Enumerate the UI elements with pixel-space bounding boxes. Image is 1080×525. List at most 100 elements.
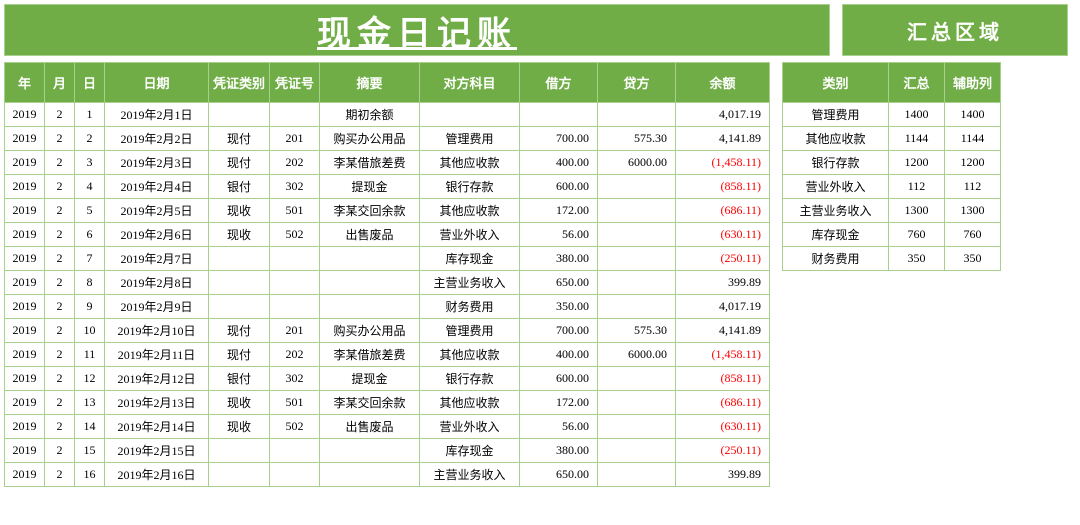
- cell-summary: 提现金: [320, 367, 420, 391]
- cell-vno: 502: [270, 223, 320, 247]
- cell-date: 2019年2月6日: [105, 223, 209, 247]
- cell-debit: 650.00: [520, 271, 598, 295]
- col-year: 年: [5, 63, 45, 103]
- cell-date: 2019年2月3日: [105, 151, 209, 175]
- cell-credit: [598, 199, 676, 223]
- cell-summary: [320, 247, 420, 271]
- cell-month: 2: [45, 103, 75, 127]
- cell-total: 1144: [889, 127, 945, 151]
- cell-summary: 提现金: [320, 175, 420, 199]
- cell-day: 16: [75, 463, 105, 487]
- cell-debit: 172.00: [520, 199, 598, 223]
- cell-year: 2019: [5, 439, 45, 463]
- cell-year: 2019: [5, 151, 45, 175]
- cell-debit: 650.00: [520, 463, 598, 487]
- cell-category: 主营业务收入: [783, 199, 889, 223]
- cell-vtype: 现付: [209, 151, 270, 175]
- cell-debit: 700.00: [520, 319, 598, 343]
- summary-row: 管理费用14001400: [783, 103, 1001, 127]
- cell-acct: 财务费用: [420, 295, 520, 319]
- col-vno: 凭证号: [270, 63, 320, 103]
- cell-debit: 56.00: [520, 415, 598, 439]
- cell-vtype: 银付: [209, 367, 270, 391]
- cell-year: 2019: [5, 175, 45, 199]
- cell-summary: 购买办公用品: [320, 319, 420, 343]
- table-row: 2019212019年2月1日期初余额4,017.19: [5, 103, 770, 127]
- cell-vtype: [209, 439, 270, 463]
- cell-vtype: [209, 463, 270, 487]
- cell-day: 6: [75, 223, 105, 247]
- cell-date: 2019年2月15日: [105, 439, 209, 463]
- cell-credit: [598, 391, 676, 415]
- table-row: 20192142019年2月14日现收502出售废品营业外收入56.00(630…: [5, 415, 770, 439]
- cell-month: 2: [45, 175, 75, 199]
- cell-vno: 201: [270, 127, 320, 151]
- cell-day: 13: [75, 391, 105, 415]
- cell-year: 2019: [5, 415, 45, 439]
- cell-category: 管理费用: [783, 103, 889, 127]
- cell-credit: [598, 103, 676, 127]
- cell-balance: 4,017.19: [676, 295, 770, 319]
- col-date: 日期: [105, 63, 209, 103]
- cell-vtype: 现收: [209, 415, 270, 439]
- cell-balance: (1,458.11): [676, 151, 770, 175]
- cell-summary: [320, 295, 420, 319]
- cell-credit: [598, 463, 676, 487]
- cell-debit: 380.00: [520, 439, 598, 463]
- cell-vno: 302: [270, 175, 320, 199]
- cell-year: 2019: [5, 223, 45, 247]
- col-debit: 借方: [520, 63, 598, 103]
- cell-year: 2019: [5, 247, 45, 271]
- summary-table: 类别 汇总 辅助列 管理费用14001400其他应收款11441144银行存款1…: [782, 62, 1001, 271]
- cell-date: 2019年2月1日: [105, 103, 209, 127]
- cell-credit: [598, 175, 676, 199]
- cell-vno: [270, 295, 320, 319]
- cell-summary: 期初余额: [320, 103, 420, 127]
- cell-balance: (686.11): [676, 391, 770, 415]
- cell-year: 2019: [5, 391, 45, 415]
- cell-aux: 112: [945, 175, 1001, 199]
- cell-balance: 4,017.19: [676, 103, 770, 127]
- cell-acct: 管理费用: [420, 319, 520, 343]
- cell-vno: 502: [270, 415, 320, 439]
- cell-debit: 172.00: [520, 391, 598, 415]
- cell-credit: [598, 415, 676, 439]
- cell-balance: (250.11): [676, 439, 770, 463]
- cell-aux: 1400: [945, 103, 1001, 127]
- cell-balance: (1,458.11): [676, 343, 770, 367]
- cell-year: 2019: [5, 199, 45, 223]
- cell-month: 2: [45, 463, 75, 487]
- cell-acct: 管理费用: [420, 127, 520, 151]
- cell-total: 350: [889, 247, 945, 271]
- cell-acct: 银行存款: [420, 175, 520, 199]
- cell-summary: 购买办公用品: [320, 127, 420, 151]
- cell-date: 2019年2月7日: [105, 247, 209, 271]
- table-row: 2019242019年2月4日银付302提现金银行存款600.00(858.11…: [5, 175, 770, 199]
- cell-balance: (630.11): [676, 223, 770, 247]
- cell-date: 2019年2月8日: [105, 271, 209, 295]
- cell-category: 其他应收款: [783, 127, 889, 151]
- cell-credit: [598, 367, 676, 391]
- cell-balance: 4,141.89: [676, 319, 770, 343]
- cell-acct: 其他应收款: [420, 199, 520, 223]
- cell-summary: [320, 271, 420, 295]
- cell-year: 2019: [5, 319, 45, 343]
- cell-total: 1300: [889, 199, 945, 223]
- cell-summary: [320, 463, 420, 487]
- cell-date: 2019年2月16日: [105, 463, 209, 487]
- col-credit: 贷方: [598, 63, 676, 103]
- table-row: 20192112019年2月11日现付202李某借旅差费其他应收款400.006…: [5, 343, 770, 367]
- cell-month: 2: [45, 391, 75, 415]
- cell-total: 760: [889, 223, 945, 247]
- cell-date: 2019年2月4日: [105, 175, 209, 199]
- cell-debit: 600.00: [520, 367, 598, 391]
- main-title: 现金日记账: [4, 4, 830, 56]
- cell-year: 2019: [5, 367, 45, 391]
- cell-day: 7: [75, 247, 105, 271]
- cell-summary: 李某借旅差费: [320, 343, 420, 367]
- cell-credit: [598, 439, 676, 463]
- cell-acct: 其他应收款: [420, 151, 520, 175]
- cell-day: 12: [75, 367, 105, 391]
- cell-vtype: [209, 295, 270, 319]
- cell-vtype: 银付: [209, 175, 270, 199]
